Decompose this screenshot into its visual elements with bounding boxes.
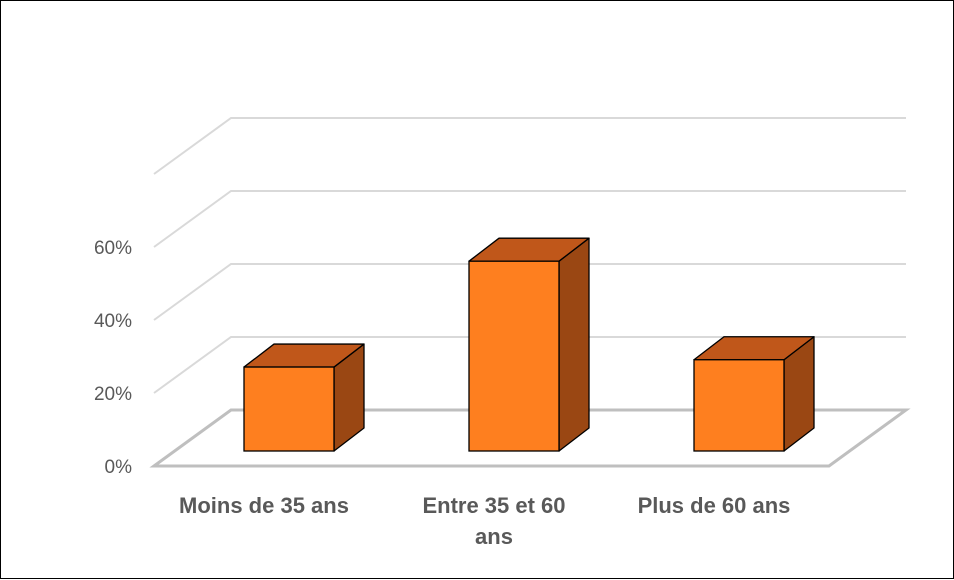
x-category-line: Moins de 35 ans xyxy=(179,493,349,518)
y-tick-label: 40% xyxy=(94,311,132,332)
gridlines xyxy=(153,117,906,394)
x-category-label: Moins de 35 ans xyxy=(179,493,349,518)
bar xyxy=(693,336,815,452)
y-tick-label: 60% xyxy=(94,238,132,259)
floor-outline xyxy=(149,408,911,468)
bar-front xyxy=(468,260,560,452)
bar-front xyxy=(243,366,335,452)
bar xyxy=(468,237,590,452)
gridline xyxy=(153,336,906,394)
bar xyxy=(243,343,365,452)
bar-side xyxy=(558,237,590,452)
gridline xyxy=(153,190,906,248)
bar-front xyxy=(693,359,785,452)
x-category-line: Plus de 60 ans xyxy=(638,493,791,518)
x-category-line: ans xyxy=(475,524,513,549)
y-tick-label: 0% xyxy=(105,457,133,478)
y-axis-ticks: 0% 20% 40% 60% xyxy=(94,238,132,478)
x-category-label: Plus de 60 ans xyxy=(638,493,791,518)
y-tick-label: 20% xyxy=(94,384,132,405)
x-axis-labels: Moins de 35 ans Entre 35 et 60 ans Plus de … xyxy=(179,493,790,549)
bars xyxy=(243,237,815,452)
x-category-label: Entre 35 et 60 ans xyxy=(422,493,565,549)
gridline xyxy=(153,117,906,175)
chart-floor xyxy=(149,408,911,468)
x-category-line: Entre 35 et 60 xyxy=(422,493,565,518)
gridline xyxy=(153,263,906,321)
